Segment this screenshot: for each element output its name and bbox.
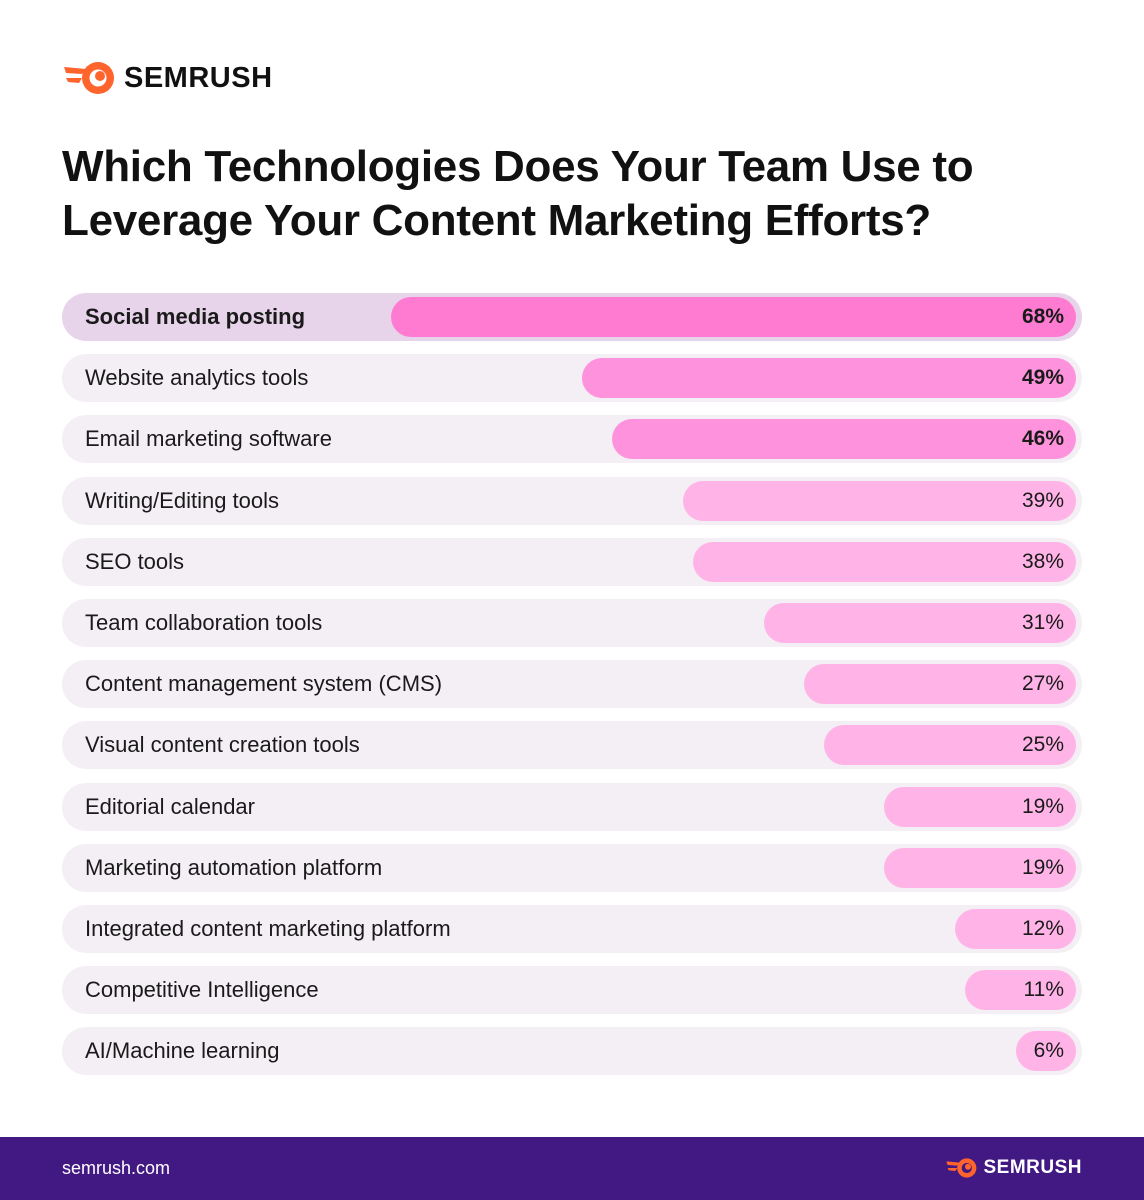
chart-category-label: AI/Machine learning <box>85 1038 280 1063</box>
bar-chart: Social media posting 68% Website analytics… <box>62 293 1082 1078</box>
chart-category-label: Social media posting <box>85 304 306 329</box>
semrush-logo-text: SEMRUSH <box>124 61 273 94</box>
chart-value-label: 49% <box>1021 366 1064 389</box>
chart-row: Integrated content marketing platform 12% <box>62 905 1082 953</box>
chart-row: Editorial calendar 19% <box>62 783 1082 831</box>
chart-bar <box>884 787 1076 827</box>
chart-bar <box>764 603 1076 643</box>
chart-value-label: 39% <box>1021 489 1064 512</box>
footer: semrush.com SEMRUSH <box>0 1137 1144 1200</box>
chart-row: Social media posting 68% <box>62 293 1082 341</box>
chart-bar <box>693 542 1076 582</box>
chart-row: Email marketing software 46% <box>62 415 1082 463</box>
chart-value-label: 12% <box>1021 917 1064 940</box>
chart-bar <box>965 970 1076 1010</box>
chart-value-label: 27% <box>1021 672 1064 695</box>
footer-logo-text: SEMRUSH <box>983 1157 1082 1178</box>
chart-category-label: Writing/Editing tools <box>85 488 280 513</box>
footer-logo: SEMRUSH <box>945 1156 1082 1180</box>
chart-category-label: Email marketing software <box>85 426 332 451</box>
chart-value-label: 68% <box>1021 305 1064 328</box>
chart-row: Content management system (CMS) 27% <box>62 660 1082 708</box>
chart-row: Marketing automation platform 19% <box>62 844 1082 892</box>
chart-value-label: 19% <box>1021 856 1064 879</box>
chart-bar <box>884 848 1076 888</box>
chart-value-label: 38% <box>1021 550 1064 573</box>
chart-row: Competitive Intelligence 11% <box>62 966 1082 1014</box>
chart-bar <box>582 358 1076 398</box>
semrush-logo-icon <box>64 62 114 94</box>
semrush-logo: SEMRUSH <box>62 58 273 98</box>
footer-url[interactable]: semrush.com <box>62 1158 171 1178</box>
chart-value-label: 11% <box>1023 978 1064 1001</box>
chart-category-label: Website analytics tools <box>85 365 309 390</box>
chart-bar <box>1016 1031 1076 1071</box>
chart-bar <box>824 725 1076 765</box>
chart-category-label: Team collaboration tools <box>85 610 323 635</box>
chart-value-label: 25% <box>1021 733 1064 756</box>
chart-row: Writing/Editing tools 39% <box>62 477 1082 525</box>
chart-title-line-1: Which Technologies Does Your Team Use to <box>62 142 974 191</box>
chart-category-label: Content management system (CMS) <box>85 671 443 696</box>
chart-row: Website analytics tools 49% <box>62 354 1082 402</box>
chart-row: Visual content creation tools 25% <box>62 721 1082 769</box>
chart-bar <box>612 419 1076 459</box>
chart-value-label: 19% <box>1021 795 1064 818</box>
chart-bar <box>804 664 1076 704</box>
chart-bar <box>955 909 1076 949</box>
chart-category-label: Marketing automation platform <box>85 855 383 880</box>
chart-title-line-2: Leverage Your Content Marketing Efforts? <box>62 196 931 245</box>
chart-row: Team collaboration tools 31% <box>62 599 1082 647</box>
chart-category-label: Integrated content marketing platform <box>85 916 451 941</box>
chart-row: AI/Machine learning 6% <box>62 1027 1082 1075</box>
chart-category-label: Competitive Intelligence <box>85 977 319 1002</box>
chart-row: SEO tools 38% <box>62 538 1082 586</box>
chart-title: Which Technologies Does Your Team Use to… <box>62 140 1082 248</box>
footer-semrush-logo-icon <box>946 1158 977 1178</box>
chart-value-label: 31% <box>1021 611 1064 634</box>
chart-value-label: 6% <box>1033 1039 1064 1062</box>
chart-value-label: 46% <box>1021 427 1064 450</box>
chart-bar <box>683 481 1076 521</box>
chart-category-label: Editorial calendar <box>85 794 255 819</box>
chart-bar <box>391 297 1076 337</box>
chart-category-label: Visual content creation tools <box>85 732 360 757</box>
chart-category-label: SEO tools <box>85 549 185 574</box>
